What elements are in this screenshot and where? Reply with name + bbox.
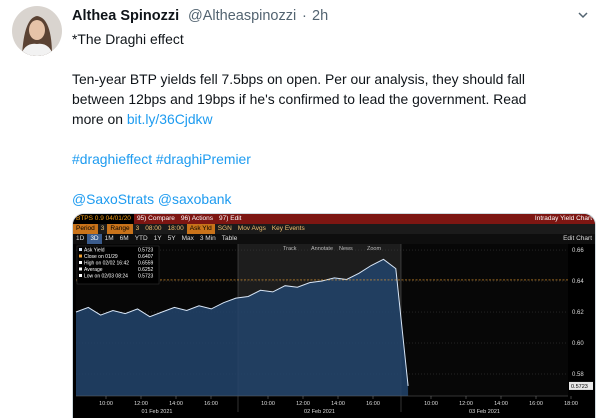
legend-swatch — [79, 248, 82, 251]
period-button[interactable]: 3D — [87, 234, 102, 244]
setting[interactable]: Period — [73, 224, 98, 234]
avatar[interactable] — [12, 6, 62, 56]
menu-item[interactable]: 95) Compare — [136, 215, 175, 222]
security[interactable]: BTPS 0.9 04/01/20 — [73, 214, 134, 224]
legend-box — [76, 245, 160, 285]
legend-value: 0.6252 — [138, 267, 154, 273]
legend-swatch — [79, 254, 82, 258]
period-button[interactable]: YTD — [134, 235, 148, 242]
link[interactable]: bit.ly/36Cjdkw — [126, 111, 213, 127]
x-tick-label: 18:00 — [564, 401, 578, 407]
body-line-with-link: more on bit.ly/36Cjdkw — [72, 109, 213, 129]
y-tick-label: 0.62 — [572, 310, 584, 316]
chart-tool[interactable]: News — [339, 246, 353, 252]
x-tick-label: 10:00 — [261, 401, 275, 407]
y-tick-label: 0.58 — [572, 372, 584, 378]
setting[interactable]: 08:00 — [145, 225, 162, 232]
body-line: between 12bps and 19bps if he's confirme… — [72, 91, 527, 107]
settings-bar: Period 3 Range 3 08:00 18:00 Ask Yld SGN Mov Avg… — [73, 224, 595, 234]
period-button[interactable]: 6M — [119, 235, 129, 242]
separator: · — [302, 8, 307, 24]
setting[interactable]: 18:00 — [167, 225, 184, 232]
timestamp[interactable]: 2h — [312, 8, 329, 24]
x-tick-label: 14:00 — [494, 401, 508, 407]
period-button[interactable]: 3 Min — [199, 235, 216, 242]
legend-label: Ask Yield — [84, 248, 105, 254]
legend-label: Average — [84, 267, 103, 273]
handle[interactable]: @Altheaspinozzi — [188, 8, 297, 24]
body-line: more on — [72, 111, 123, 127]
period-button[interactable]: Max — [181, 235, 194, 242]
y-tick-label: 0.60 — [572, 341, 584, 347]
setting[interactable]: Key Events — [271, 225, 305, 232]
mentions: @SaxoStrats @saxobank — [72, 189, 231, 209]
x-tick-label: 16:00 — [366, 401, 380, 407]
chart-tool[interactable]: Zoom — [367, 246, 381, 252]
x-tick-label: 16:00 — [529, 401, 543, 407]
setting[interactable]: SGN — [217, 225, 232, 232]
legend-value: 0.6559 — [138, 261, 154, 267]
author-name[interactable]: Althea Spinozzi — [72, 8, 180, 24]
y-tick-label: 0.66 — [572, 248, 584, 254]
period-button[interactable]: 5Y — [167, 235, 176, 242]
legend-value: 0.5723 — [138, 248, 154, 254]
line — [75, 258, 409, 386]
mention[interactable]: @saxobank — [157, 191, 232, 207]
period-bar: 1D 3D 1M 6M YTD 1Y 5Y Max 3 Min Table Edit Chart — [73, 234, 595, 244]
more-menu[interactable] — [576, 8, 590, 22]
x-tick-label: 12:00 — [459, 401, 473, 407]
setting[interactable]: 3 — [100, 225, 105, 232]
legend-label: Low on 02/03 08:24 — [84, 274, 128, 280]
legend-swatch — [79, 261, 82, 264]
period-button[interactable]: Table — [221, 235, 238, 242]
title-bar: BTPS 0.9 04/01/20 95) Compare 96) Actions 9… — [73, 214, 595, 224]
chart-tool[interactable]: Track — [283, 246, 297, 252]
chart-tool[interactable]: Annotate — [311, 246, 333, 252]
legend-swatch — [79, 267, 82, 271]
x-tick-label: 12:00 — [134, 401, 148, 407]
day-label: 03 Feb 2021 — [469, 409, 500, 415]
last-value-label: 0.5723 — [571, 384, 588, 390]
last-value-box — [569, 381, 593, 390]
day-label: 02 Feb 2021 — [304, 409, 335, 415]
period-button[interactable]: 1D — [76, 235, 85, 242]
legend-value: 0.6407 — [138, 254, 154, 260]
body-line: Ten-year BTP yields fell 7.5bps on open.… — [72, 71, 525, 87]
chart: 0.58 0.60 0.62 0.64 0.66 Track Annotate News Zoo… — [75, 244, 593, 415]
edit-chart-button[interactable]: Edit Chart — [563, 235, 592, 242]
x-tick-label: 14:00 — [331, 401, 345, 407]
legend-swatch — [79, 274, 82, 277]
setting[interactable]: Mov Avgs — [237, 225, 266, 232]
menu-item[interactable]: 97) Edit — [219, 215, 242, 222]
legend-label: Close on 01/29 — [84, 254, 118, 260]
x-tick-label: 10:00 — [99, 401, 113, 407]
period-button[interactable]: 1Y — [153, 235, 162, 242]
menu-item[interactable]: 96) Actions — [180, 215, 214, 222]
chart-image[interactable]: BTPS 0.9 04/01/20 95) Compare 96) Actions 9… — [72, 213, 596, 418]
x-tick-label: 10:00 — [424, 401, 438, 407]
hashtags: #draghieffect #draghiPremier — [72, 149, 251, 169]
hashtag[interactable]: #draghiPremier — [155, 151, 251, 167]
x-tick-label: 16:00 — [204, 401, 218, 407]
area-fill — [76, 259, 409, 396]
y-tick-label: 0.64 — [572, 279, 584, 285]
chart-title[interactable]: Intraday Yield Chart — [534, 215, 592, 222]
hashtag[interactable]: #draghieffect — [72, 151, 153, 167]
legend-value: 0.5723 — [138, 274, 154, 280]
setting[interactable]: 3 — [135, 225, 140, 232]
headline: *The Draghi effect — [72, 31, 184, 47]
period-button[interactable]: 1M — [104, 235, 114, 242]
day-label: 01 Feb 2021 — [142, 409, 173, 415]
legend-label: High on 02/02 16:42 — [84, 261, 129, 267]
x-tick-label: 12:00 — [296, 401, 310, 407]
mention[interactable]: @SaxoStrats — [72, 191, 155, 207]
setting[interactable]: Range — [107, 224, 133, 234]
x-tick-label: 14:00 — [169, 401, 183, 407]
setting[interactable]: Ask Yld — [186, 224, 215, 234]
